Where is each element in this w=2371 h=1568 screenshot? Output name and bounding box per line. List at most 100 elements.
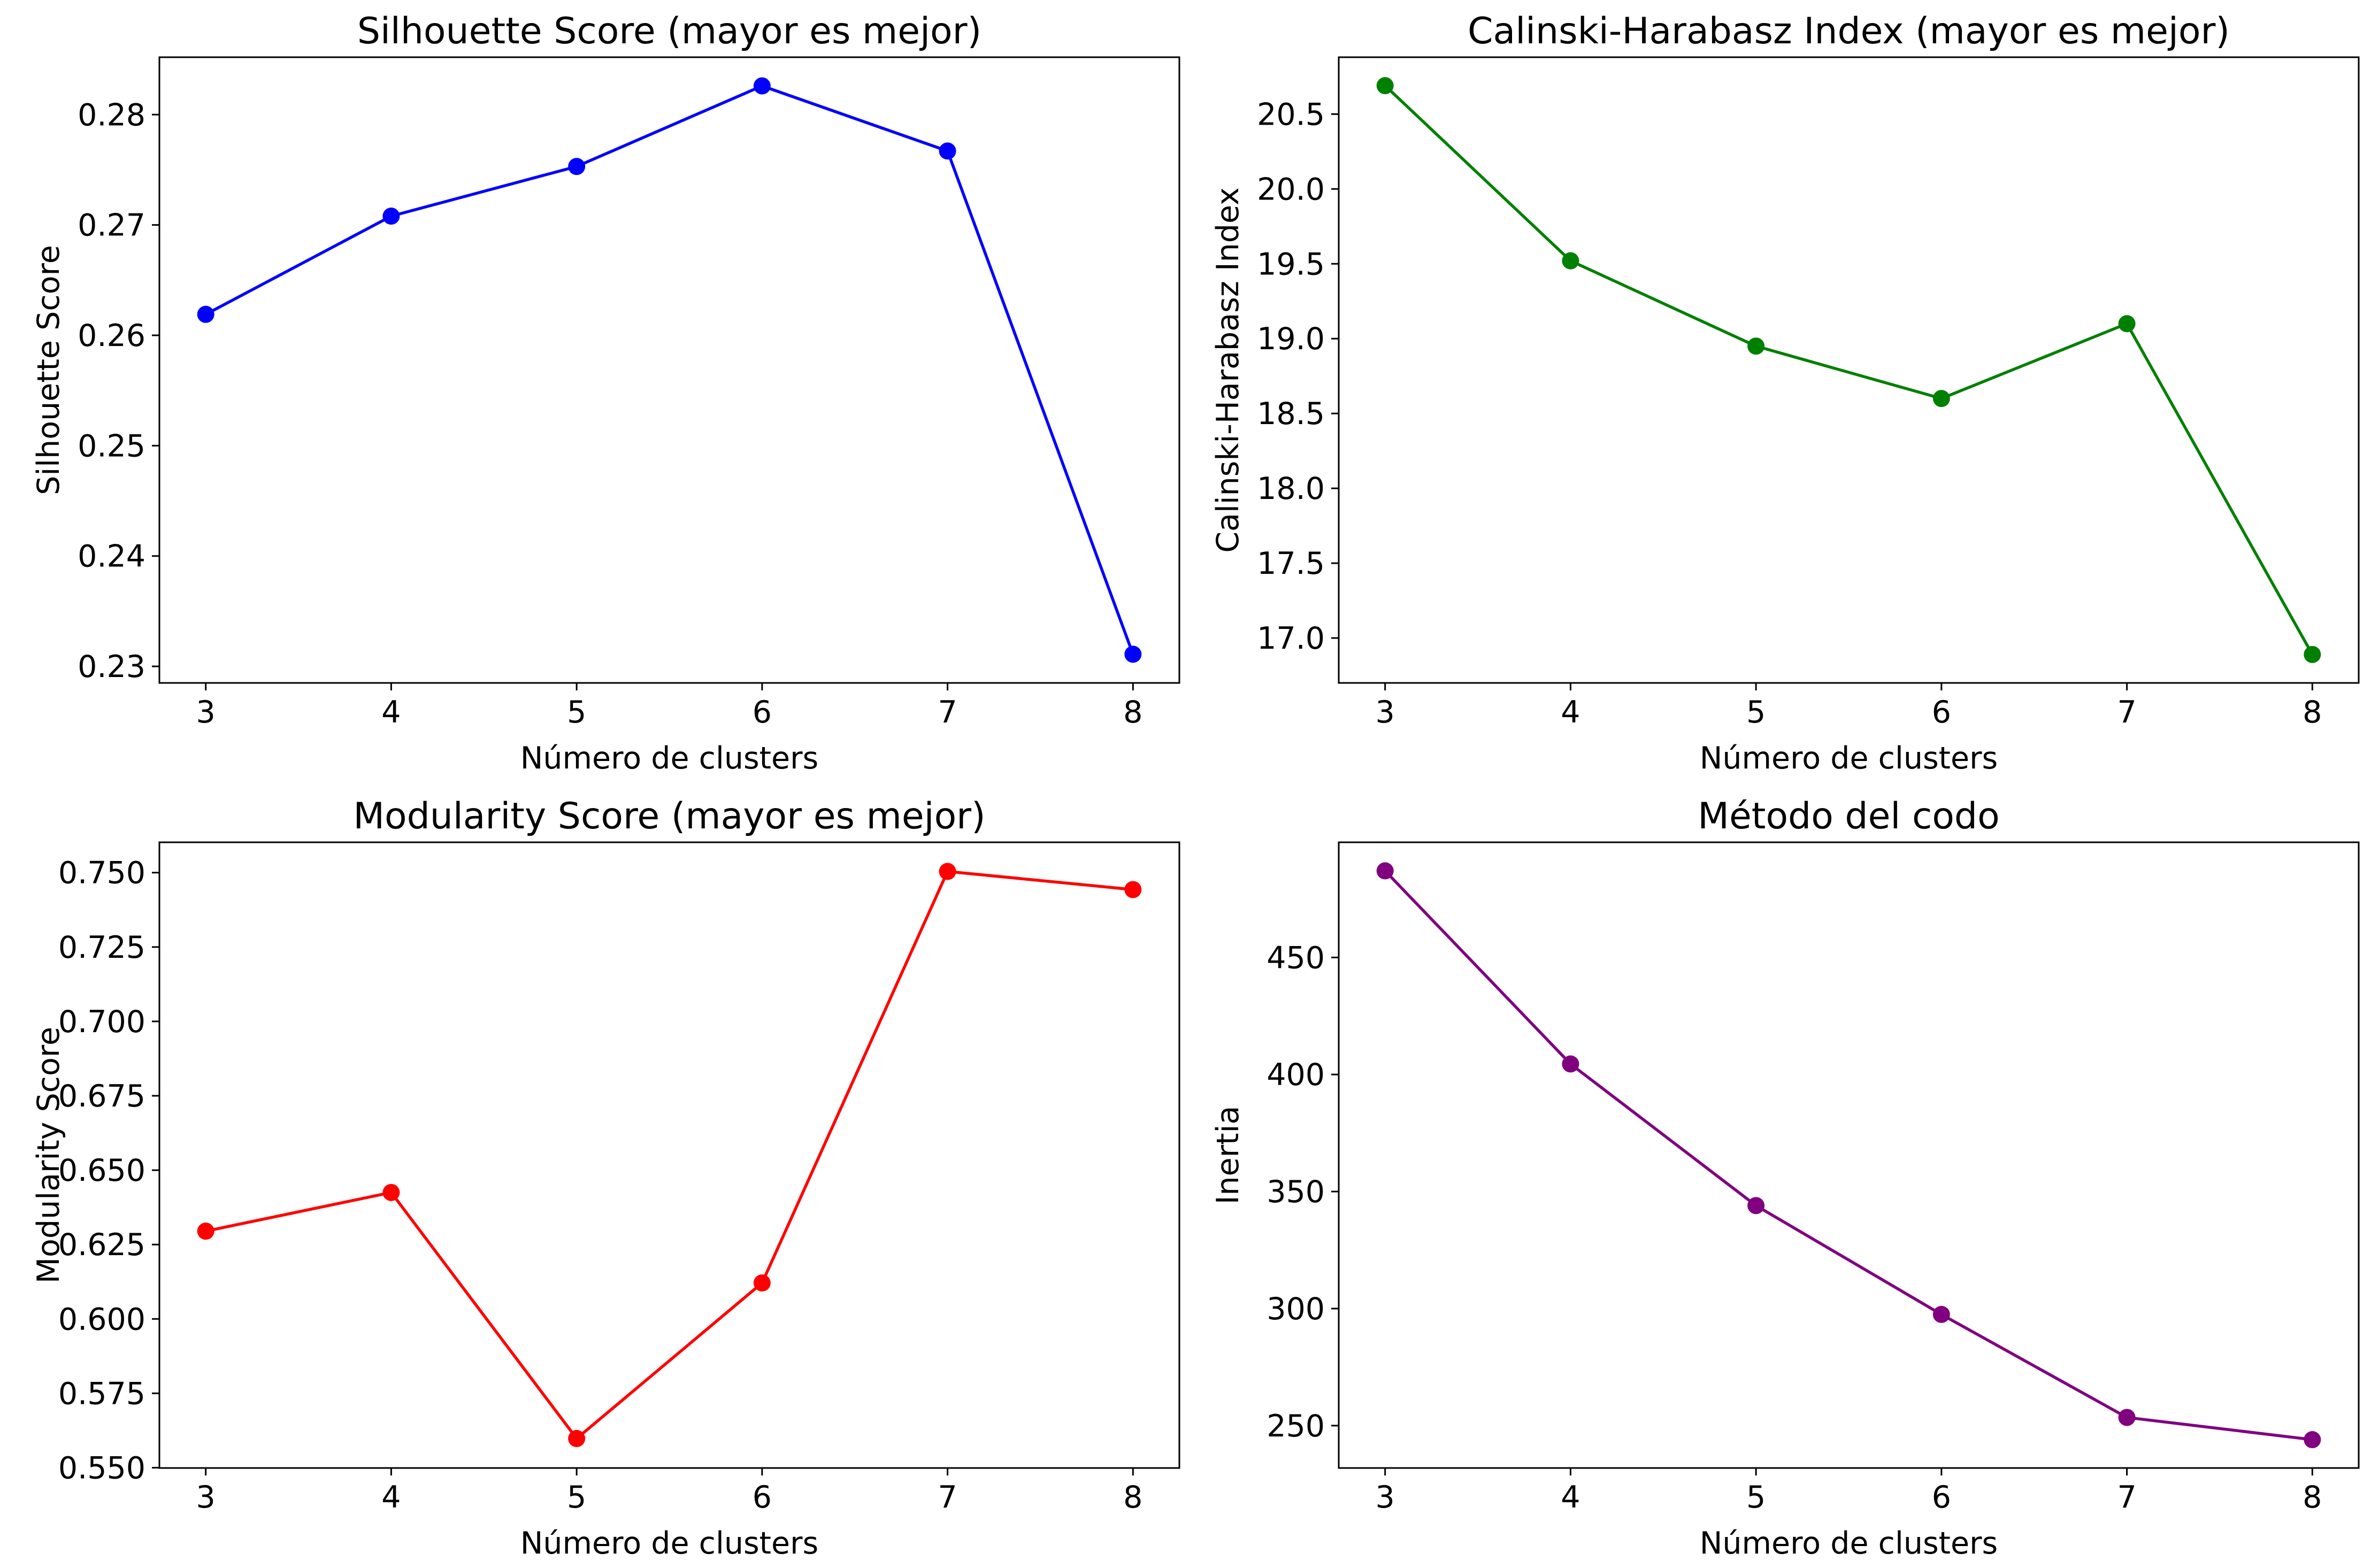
chart-title: Modularity Score (mayor es mejor): [353, 795, 985, 837]
axes-frame: [1338, 56, 2360, 684]
data-point: [1747, 1197, 1765, 1215]
y-tick-label: 17.5: [1257, 546, 1325, 581]
series-line: [204, 84, 1135, 656]
data-point: [2304, 645, 2321, 663]
y-tick-label: 300: [1267, 1292, 1325, 1327]
data-point: [197, 305, 214, 323]
x-tick-label: 3: [196, 1480, 216, 1515]
y-tick-label: 450: [1267, 940, 1325, 975]
y-tick-label: 0.25: [78, 428, 145, 464]
data-point: [939, 863, 956, 880]
axes-frame: [158, 841, 1180, 1469]
data-point: [1376, 862, 1394, 880]
data-point: [2118, 1409, 2136, 1426]
y-tick-label: 0.27: [78, 208, 145, 243]
x-tick-label: 5: [1746, 1480, 1766, 1515]
y-axis-label: Silhouette Score: [31, 245, 66, 495]
data-point: [1932, 390, 1950, 408]
x-tick-label: 7: [2117, 695, 2136, 730]
data-point: [2304, 1431, 2321, 1449]
x-axis-label: Número de clusters: [520, 1526, 818, 1561]
y-tick-label: 350: [1267, 1174, 1325, 1210]
x-axis-label: Número de clusters: [1700, 1526, 1998, 1561]
y-tick-label: 0.675: [58, 1079, 145, 1114]
y-tick-label: 0.650: [58, 1153, 145, 1188]
x-tick-label: 5: [567, 1480, 586, 1515]
data-point: [2118, 315, 2136, 333]
data-point: [1376, 77, 1394, 95]
data-point: [382, 1183, 400, 1201]
y-tick-label: 0.24: [78, 539, 145, 574]
x-tick-label: 3: [1376, 695, 1395, 730]
chart-silhouette: Silhouette Score (mayor es mejor) Número …: [31, 10, 1180, 776]
axes-frame: [1338, 841, 2360, 1469]
data-point: [382, 207, 400, 225]
chart-title: Silhouette Score (mayor es mejor): [357, 10, 981, 52]
chart-title: Método del codo: [1698, 795, 1999, 837]
x-tick-label: 8: [2303, 695, 2322, 730]
data-point: [568, 1429, 586, 1447]
x-tick-label: 3: [1376, 1480, 1395, 1515]
x-tick-label: 7: [938, 695, 957, 730]
x-tick-label: 4: [381, 1480, 401, 1515]
x-tick-label: 6: [753, 695, 772, 730]
y-tick-label: 19.5: [1257, 247, 1325, 282]
data-point: [197, 1223, 214, 1240]
x-tick-label: 6: [1932, 1480, 1951, 1515]
y-tick-label: 250: [1267, 1409, 1325, 1444]
data-point: [1747, 337, 1765, 355]
y-tick-label: 0.28: [78, 97, 145, 133]
x-tick-label: 8: [1123, 1480, 1142, 1515]
data-point: [1124, 645, 1142, 663]
y-tick-label: 0.550: [58, 1450, 145, 1486]
y-tick-label: 0.625: [58, 1227, 145, 1263]
x-tick-label: 6: [753, 1480, 772, 1515]
y-tick-label: 0.26: [78, 318, 145, 353]
data-point: [1562, 252, 1579, 270]
series-line: [1383, 84, 2314, 656]
axes-frame: [158, 56, 1180, 684]
x-tick-label: 8: [2303, 1480, 2322, 1515]
y-tick-label: 0.575: [58, 1376, 145, 1411]
x-tick-label: 6: [1932, 695, 1951, 730]
y-tick-label: 19.0: [1257, 321, 1325, 357]
series-line: [204, 870, 1135, 1440]
y-tick-label: 18.5: [1257, 396, 1325, 432]
x-tick-label: 7: [938, 1480, 957, 1515]
data-point: [568, 158, 586, 175]
data-point: [1562, 1055, 1579, 1073]
chart-calinski: Calinski-Harabasz Index (mayor es mejor)…: [1210, 10, 2360, 776]
y-tick-label: 0.750: [58, 856, 145, 891]
x-tick-label: 8: [1123, 695, 1142, 730]
x-axis-label: Número de clusters: [520, 741, 818, 776]
y-tick-label: 17.0: [1257, 621, 1325, 656]
y-tick-label: 18.0: [1257, 471, 1325, 506]
x-tick-label: 3: [196, 695, 216, 730]
data-point: [753, 1274, 771, 1292]
chart-elbow: Método del codo Número de clusters Inertia…: [1210, 795, 2360, 1561]
x-tick-label: 5: [1746, 695, 1766, 730]
x-tick-label: 4: [1561, 695, 1580, 730]
data-point: [1932, 1305, 1950, 1323]
data-point: [753, 77, 771, 95]
x-axis-label: Número de clusters: [1700, 741, 1998, 776]
y-tick-label: 0.23: [78, 649, 145, 685]
series-line: [1383, 869, 2314, 1441]
y-tick-label: 0.600: [58, 1302, 145, 1337]
y-tick-label: 400: [1267, 1057, 1325, 1093]
y-tick-label: 20.5: [1257, 97, 1325, 132]
y-tick-label: 20.0: [1257, 172, 1325, 207]
x-tick-label: 7: [2117, 1480, 2136, 1515]
y-axis-label: Calinski-Harabasz Index: [1210, 187, 1246, 553]
x-tick-label: 5: [567, 695, 586, 730]
y-axis-label: Modularity Score: [31, 1027, 66, 1283]
x-tick-label: 4: [381, 695, 401, 730]
data-point: [939, 142, 956, 160]
x-tick-label: 4: [1561, 1480, 1580, 1515]
data-point: [1124, 881, 1142, 898]
chart-title: Calinski-Harabasz Index (mayor es mejor): [1468, 10, 2230, 52]
y-tick-label: 0.700: [58, 1004, 145, 1040]
y-tick-label: 0.725: [58, 930, 145, 965]
chart-modularity: Modularity Score (mayor es mejor) Número …: [31, 795, 1180, 1561]
